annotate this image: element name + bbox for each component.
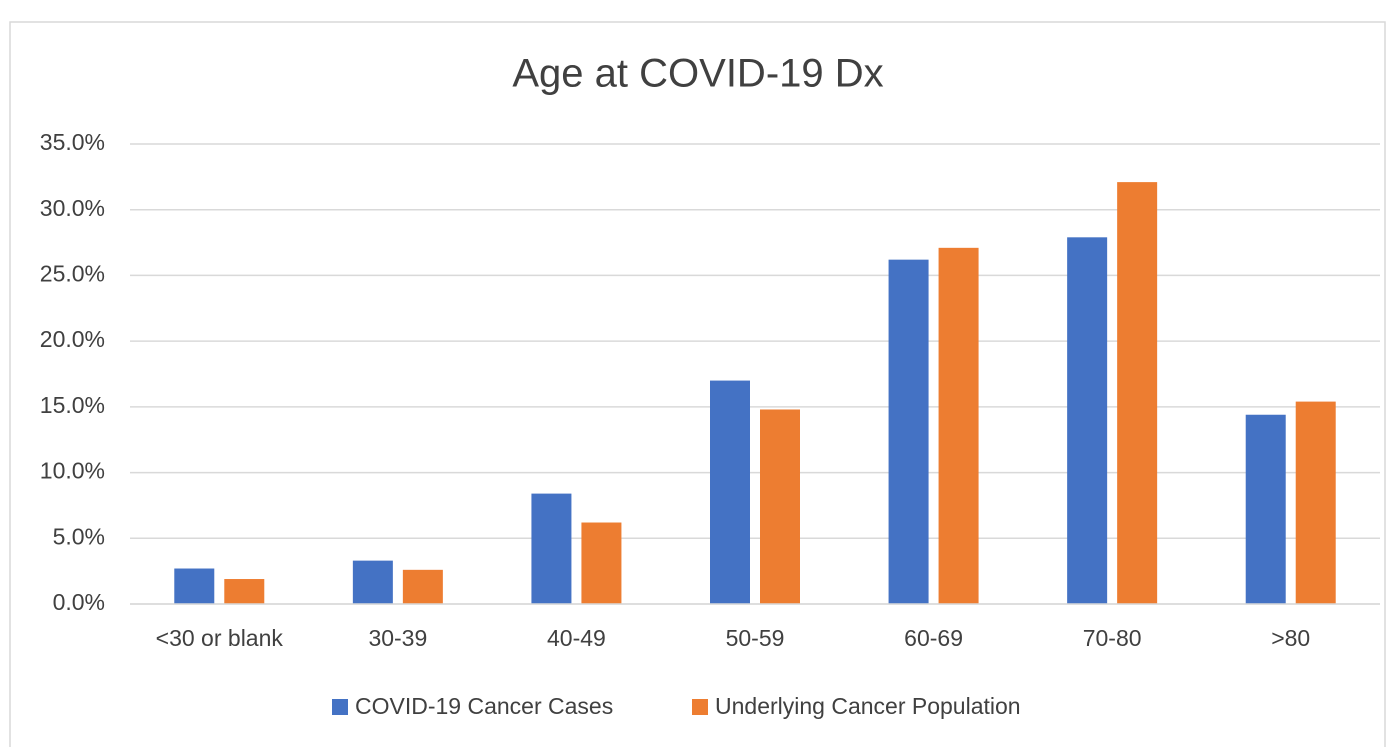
x-tick-label: >80	[1271, 625, 1310, 651]
y-tick-label: 5.0%	[53, 523, 105, 549]
bar	[760, 409, 800, 604]
y-tick-label: 0.0%	[53, 589, 105, 615]
bar	[352, 560, 393, 604]
legend-label: COVID-19 Cancer Cases	[355, 693, 613, 719]
legend-swatch	[692, 699, 708, 715]
x-tick-label: 60-69	[904, 625, 963, 651]
y-tick-label: 30.0%	[40, 195, 105, 221]
legend-swatch	[332, 699, 348, 715]
y-tick-label: 25.0%	[40, 261, 105, 287]
x-tick-label: 50-59	[726, 625, 785, 651]
chart-title: Age at COVID-19 Dx	[512, 52, 883, 96]
x-tick-label: <30 or blank	[156, 625, 284, 651]
bar	[224, 579, 265, 604]
bar	[402, 569, 443, 604]
bar	[581, 522, 622, 604]
bar	[888, 259, 929, 604]
bar	[1067, 237, 1108, 605]
bar	[938, 247, 979, 605]
x-tick-label: 40-49	[547, 625, 606, 651]
y-tick-label: 35.0%	[40, 129, 105, 155]
x-tick-label: 30-39	[368, 625, 427, 651]
bar	[1245, 414, 1286, 604]
bar	[531, 493, 572, 604]
y-tick-label: 20.0%	[40, 326, 105, 352]
y-tick-label: 15.0%	[40, 392, 105, 418]
legend-label: Underlying Cancer Population	[715, 693, 1021, 719]
bar	[710, 380, 750, 604]
bar	[174, 568, 215, 604]
bar	[1117, 182, 1158, 604]
x-tick-label: 70-80	[1083, 625, 1142, 651]
bar	[1295, 401, 1336, 604]
y-tick-label: 10.0%	[40, 458, 105, 484]
